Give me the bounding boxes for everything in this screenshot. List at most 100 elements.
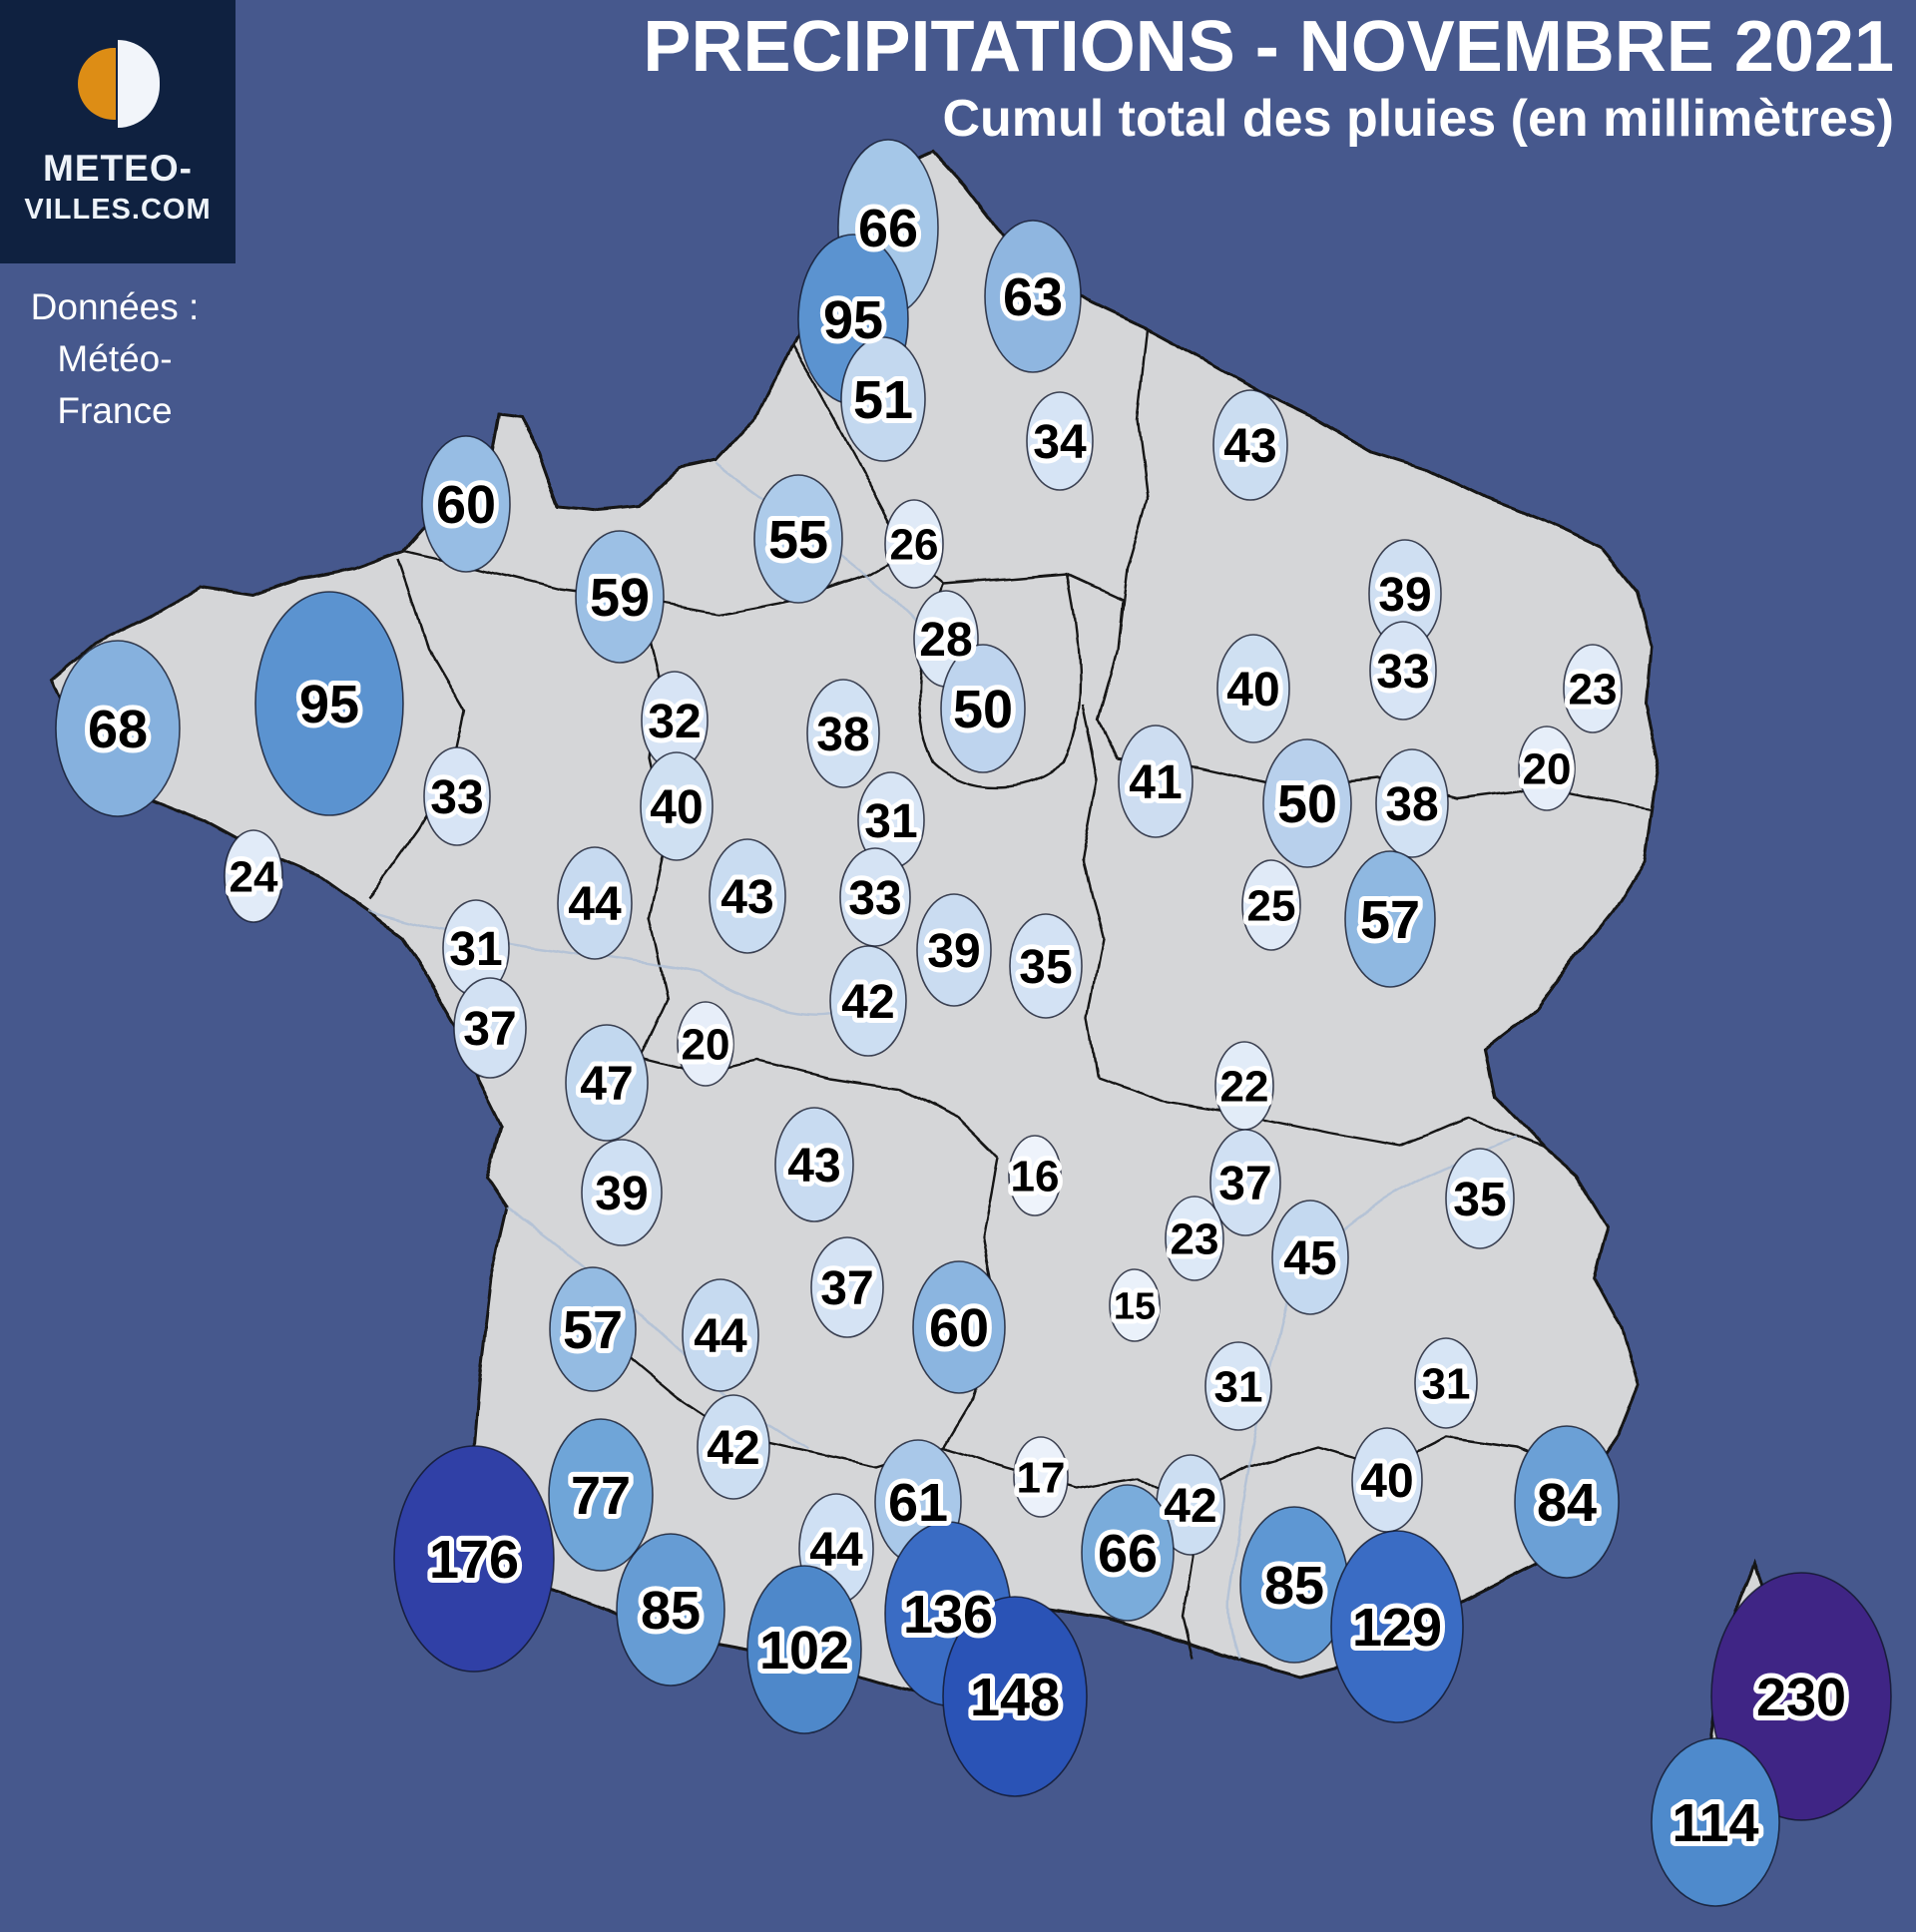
precip-value-label: 60: [436, 475, 496, 535]
precip-value-label: 37: [463, 1003, 516, 1056]
precip-value-label: 33: [1376, 646, 1429, 699]
precip-bubble: [884, 499, 944, 589]
precip-bubble: [1651, 1737, 1780, 1907]
precip-bubble: [575, 530, 665, 664]
precip-value-label: 66: [1098, 1524, 1158, 1584]
precip-bubble: [753, 474, 843, 604]
precip-bubble: [1209, 1129, 1281, 1236]
precip-bubble: [254, 591, 404, 816]
title-block: PRECIPITATIONS - NOVEMBRE 2021 Cumul tot…: [643, 7, 1894, 146]
precip-bubble: [1165, 1196, 1224, 1281]
precip-bubble: [1026, 391, 1094, 491]
precip-value-label: 129: [1352, 1598, 1442, 1658]
precip-bubble: [1344, 850, 1436, 988]
precip-value-label: 22: [1220, 1062, 1269, 1111]
precip-value-label: 23: [1569, 665, 1618, 714]
precip-bubble: [984, 220, 1082, 373]
precip-bubble: [697, 1394, 770, 1500]
precip-bubble: [1271, 1200, 1349, 1315]
precip-value-label: 61: [888, 1473, 948, 1533]
precip-bubble: [916, 893, 992, 1007]
precip-value-label: 85: [641, 1581, 701, 1641]
precip-value-label: 39: [927, 925, 980, 978]
brand-name-line2: VILLES.COM: [24, 194, 212, 226]
precip-value-label: 42: [707, 1422, 759, 1475]
meteo-villes-logo-icon: [76, 40, 160, 128]
precip-value-label: 102: [759, 1621, 849, 1681]
precip-value-label: 42: [1164, 1480, 1216, 1533]
precip-bubble: [682, 1278, 759, 1392]
precip-bubble: [55, 640, 181, 817]
precip-value-label: 47: [580, 1058, 633, 1111]
precip-value-label: 95: [823, 290, 883, 350]
precip-bubble: [1518, 725, 1576, 811]
precip-value-label: 23: [1171, 1214, 1219, 1263]
precip-value-label: 68: [88, 700, 148, 759]
precip-bubble: [1375, 748, 1449, 858]
precip-value-label: 34: [1033, 416, 1087, 469]
precip-bubble: [1563, 644, 1623, 733]
precip-value-label: 176: [429, 1530, 519, 1590]
precip-value-label: 57: [1360, 890, 1420, 950]
precip-value-label: 40: [1226, 664, 1279, 717]
precip-value-label: 38: [1385, 778, 1438, 831]
precip-bubble: [709, 838, 786, 954]
precip-value-label: 31: [449, 923, 502, 976]
precip-value-label: 95: [299, 675, 359, 734]
precip-value-label: 17: [1017, 1453, 1066, 1502]
precip-value-label: 66: [858, 199, 918, 258]
precip-bubble: [829, 945, 907, 1057]
precip-bubble: [581, 1139, 663, 1246]
precip-value-label: 60: [929, 1298, 989, 1358]
precip-value-label: 40: [1360, 1455, 1413, 1508]
precip-bubble: [839, 847, 911, 947]
precip-bubble: [423, 746, 491, 846]
precip-value-label: 15: [1114, 1285, 1156, 1327]
brand-name-line1: METEO-: [43, 148, 193, 189]
precip-value-label: 40: [650, 781, 703, 834]
precip-value-label: 43: [1223, 420, 1276, 473]
precip-bubble: [640, 751, 714, 861]
precip-value-label: 63: [1003, 267, 1063, 327]
precip-value-label: 39: [1378, 569, 1431, 622]
precip-bubble: [677, 1001, 734, 1087]
precip-value-label: 114: [1672, 1793, 1758, 1853]
precip-value-label: 50: [953, 680, 1013, 739]
precip-value-label: 39: [595, 1168, 648, 1220]
precip-bubble: [224, 829, 283, 923]
precip-bubble: [453, 977, 527, 1079]
precip-bubble: [940, 644, 1026, 773]
bubble-layer: 66 63 95 51 34 43 60 55 26 39 59 28 33 23 40 95 50 32 68 38…: [55, 139, 1892, 1907]
precip-bubble: [774, 1107, 854, 1222]
precip-value-label: 38: [816, 709, 869, 761]
precip-value-label: 148: [970, 1668, 1060, 1727]
precip-bubble: [1109, 1268, 1161, 1342]
precip-bubble: [1369, 621, 1437, 721]
precip-value-label: 37: [820, 1262, 873, 1315]
precip-value-label: 85: [1264, 1556, 1324, 1616]
logo-half-white: [118, 40, 160, 128]
precip-bubble: [912, 1260, 1006, 1394]
precip-value-label: 16: [1011, 1152, 1060, 1201]
precip-bubble: [1009, 913, 1083, 1019]
precip-bubble: [557, 846, 633, 960]
precip-bubble: [565, 1024, 649, 1142]
precip-bubble: [1514, 1425, 1620, 1579]
precip-bubble: [1081, 1484, 1175, 1622]
precip-bubble: [1204, 1341, 1272, 1431]
precip-value-label: 33: [430, 771, 483, 824]
precip-value-label: 35: [1019, 941, 1072, 994]
precip-bubble: [1008, 1135, 1062, 1216]
precip-bubble: [1118, 724, 1194, 838]
page-title: PRECIPITATIONS - NOVEMBRE 2021: [643, 7, 1894, 87]
rivers: [366, 463, 1518, 1660]
precip-bubble: [1445, 1148, 1515, 1249]
precip-bubble: [616, 1533, 725, 1687]
precip-bubble: [1216, 634, 1290, 743]
precip-value-label: 44: [568, 878, 622, 931]
precip-bubble: [840, 336, 926, 462]
precip-value-label: 41: [1129, 756, 1182, 809]
precip-value-label: 20: [682, 1020, 730, 1069]
precip-value-label: 50: [1277, 774, 1337, 834]
